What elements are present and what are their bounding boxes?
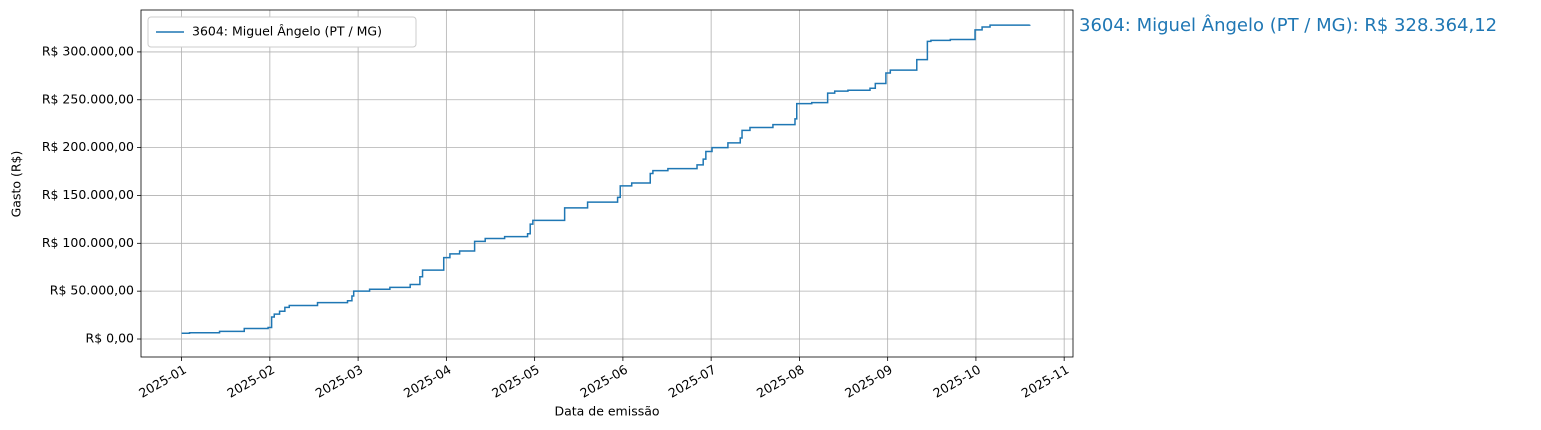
y-tick-label: R$ 250.000,00 — [42, 91, 134, 106]
y-tick-label: R$ 0,00 — [86, 331, 134, 346]
legend-label: 3604: Miguel Ângelo (PT / MG) — [192, 24, 382, 39]
x-tick-label: 2025-07 — [666, 362, 719, 401]
x-tick-label: 2025-11 — [1019, 362, 1072, 401]
legend-box — [147, 16, 417, 48]
x-tick-label: 2025-03 — [313, 362, 366, 401]
x-tick-label: 2025-04 — [401, 362, 454, 401]
x-tick-label: 2025-06 — [577, 362, 630, 401]
x-tick-label: 2025-09 — [842, 362, 895, 401]
y-axis-label: Gasto (R$) — [9, 151, 24, 218]
line-series — [181, 24, 1031, 335]
x-axis-label: Data de emissão — [554, 404, 659, 419]
y-tick-label: R$ 200.000,00 — [42, 139, 134, 154]
x-tick-label: 2025-02 — [224, 362, 277, 401]
annotation: 3604: Miguel Ângelo (PT / MG): R$ 328.36… — [1079, 14, 1497, 36]
x-tick-label: 2025-05 — [489, 362, 542, 401]
x-tick-label: 2025-08 — [754, 362, 807, 401]
y-tick-label: R$ 100.000,00 — [42, 235, 134, 250]
plot-frame — [140, 9, 1074, 358]
y-tick-label: R$ 50.000,00 — [50, 283, 134, 298]
x-tick-label: 2025-01 — [136, 362, 189, 401]
y-tick-label: R$ 150.000,00 — [42, 187, 134, 202]
y-tick-label: R$ 300.000,00 — [42, 43, 134, 58]
x-tick-label: 2025-10 — [930, 362, 983, 401]
